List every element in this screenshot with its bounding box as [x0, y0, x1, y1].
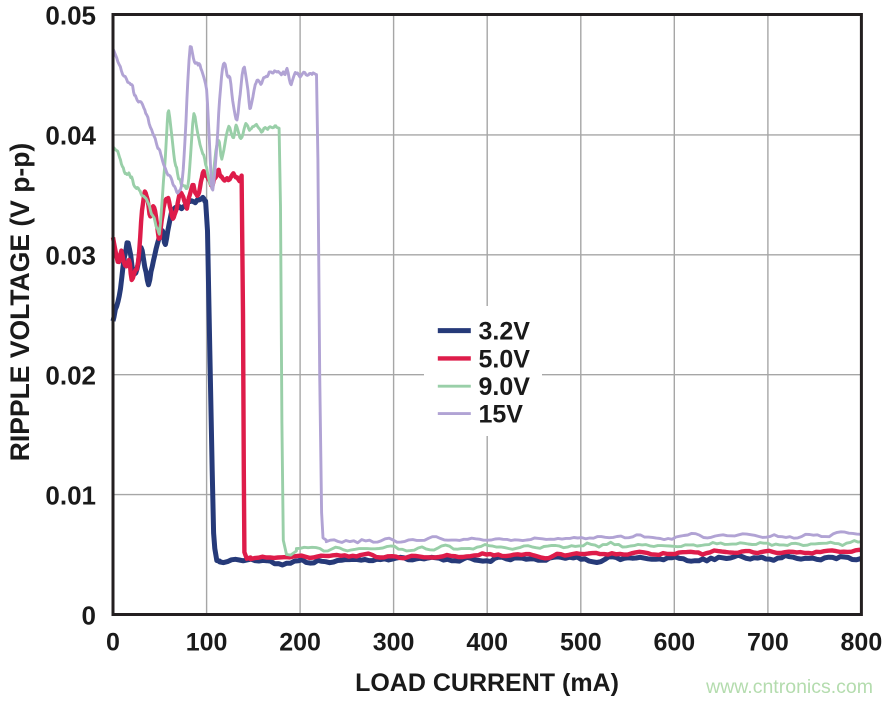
svg-text:0.03: 0.03 — [45, 240, 96, 270]
svg-text:5.0V: 5.0V — [479, 345, 531, 373]
svg-text:400: 400 — [466, 629, 508, 657]
svg-text:700: 700 — [747, 629, 789, 657]
svg-text:500: 500 — [560, 629, 602, 657]
svg-text:800: 800 — [841, 629, 883, 657]
svg-text:9.0V: 9.0V — [479, 373, 531, 401]
svg-text:0: 0 — [82, 600, 96, 630]
svg-text:100: 100 — [186, 629, 228, 657]
svg-text:200: 200 — [279, 629, 321, 657]
svg-text:600: 600 — [653, 629, 695, 657]
svg-text:300: 300 — [373, 629, 415, 657]
svg-text:0: 0 — [106, 629, 120, 657]
svg-text:0.04: 0.04 — [45, 120, 96, 150]
svg-text:LOAD CURRENT (mA): LOAD CURRENT (mA) — [355, 669, 619, 697]
svg-text:RIPPLE VOLTAGE (V p-p): RIPPLE VOLTAGE (V p-p) — [5, 143, 35, 461]
svg-text:3.2V: 3.2V — [479, 318, 531, 346]
svg-text:0.02: 0.02 — [45, 360, 96, 390]
svg-text:www.cntronics.com: www.cntronics.com — [705, 676, 873, 698]
svg-text:0.05: 0.05 — [45, 0, 96, 30]
svg-text:0.01: 0.01 — [45, 480, 96, 510]
svg-text:15V: 15V — [479, 401, 524, 429]
